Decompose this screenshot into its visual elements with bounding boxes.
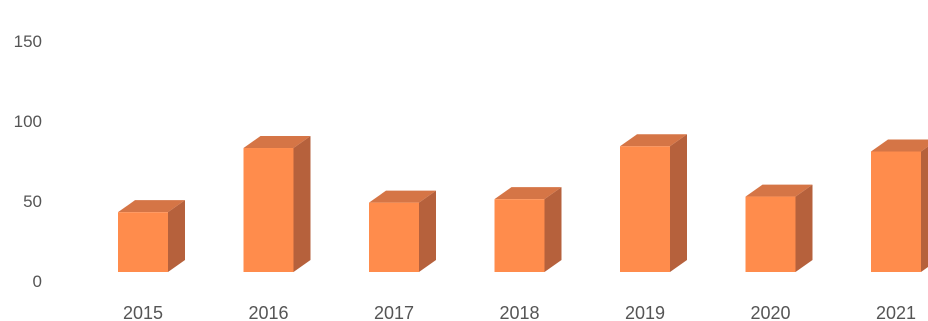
- bar-top-face: [118, 200, 185, 213]
- y-tick-label: 100: [14, 112, 42, 131]
- bar-side-face: [795, 184, 813, 272]
- bar-top-face: [620, 134, 687, 147]
- bar-front-face: [745, 196, 796, 272]
- bar-side-face: [544, 187, 562, 272]
- bar-front-face: [369, 202, 419, 272]
- bar-2016: [243, 136, 311, 272]
- x-category-label: 2019: [625, 303, 665, 321]
- bar-front-face: [118, 212, 168, 272]
- bar-front-face: [871, 151, 921, 272]
- bar-front-face: [243, 148, 294, 272]
- bar-2020: [745, 184, 813, 272]
- y-axis-tick-labels: 0 50 100 150: [14, 32, 42, 291]
- x-category-label: 2021: [876, 303, 916, 321]
- bar-side-face: [168, 200, 185, 272]
- bar-side-face: [419, 190, 436, 272]
- bar-top-face: [871, 139, 928, 152]
- x-category-label: 2020: [750, 303, 790, 321]
- bar-top-face: [494, 187, 562, 200]
- x-axis-category-labels: 2015 2016 2017 2018 2019 2020 2021: [123, 303, 916, 321]
- y-tick-label: 150: [14, 32, 42, 51]
- bar-series: [118, 134, 928, 272]
- x-category-label: 2015: [123, 303, 163, 321]
- x-category-label: 2016: [248, 303, 288, 321]
- bar-side-face: [670, 134, 687, 272]
- bar-2017: [369, 190, 436, 272]
- x-category-label: 2017: [374, 303, 414, 321]
- y-tick-label: 50: [23, 192, 42, 211]
- y-tick-label: 0: [33, 272, 42, 291]
- bar-2018: [494, 187, 562, 272]
- bar-2021: [871, 139, 928, 272]
- bar-top-face: [243, 136, 311, 149]
- bar-front-face: [494, 199, 545, 272]
- bar-top-face: [745, 184, 813, 197]
- x-category-label: 2018: [499, 303, 539, 321]
- bar-front-face: [620, 146, 670, 272]
- bar-side-face: [293, 136, 311, 272]
- bar-top-face: [369, 190, 436, 203]
- bar-2019: [620, 134, 687, 272]
- bar-2015: [118, 200, 185, 272]
- bar-side-face: [921, 146, 928, 272]
